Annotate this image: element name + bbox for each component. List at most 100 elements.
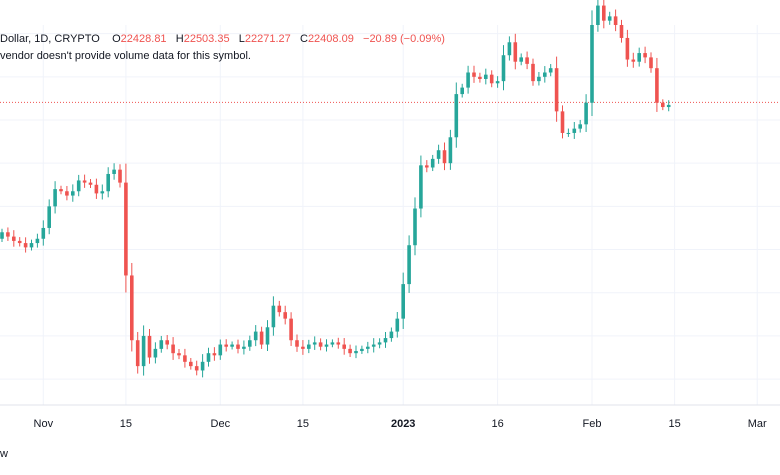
candle — [643, 46, 647, 64]
candle-body — [507, 42, 512, 56]
candle — [147, 329, 152, 364]
candle-body — [153, 348, 158, 358]
close-label: C — [299, 33, 308, 45]
candle-body — [460, 87, 464, 95]
candle — [29, 239, 34, 251]
candle-body — [484, 74, 488, 79]
candle — [100, 184, 105, 200]
candle-body — [531, 63, 535, 82]
candle-body — [94, 184, 99, 194]
candle-body — [330, 342, 335, 345]
x-tick-label: Nov — [34, 418, 54, 430]
candle-body — [354, 351, 358, 354]
ohlc-legend: Dollar, 1D, CRYPTO O22428.81 H22503.35 L… — [0, 33, 445, 45]
candle-body — [206, 353, 211, 362]
low-value: 22271.27 — [244, 33, 291, 45]
candle — [130, 262, 134, 352]
candle — [377, 338, 382, 349]
candle — [489, 70, 494, 88]
candle-body — [425, 165, 429, 168]
candle — [395, 311, 400, 338]
candle-body — [442, 150, 447, 164]
candle-body — [82, 180, 87, 183]
candle — [430, 154, 435, 172]
candle — [566, 128, 571, 137]
candle — [389, 327, 394, 342]
open-value: 22428.81 — [120, 33, 167, 45]
candle-body — [0, 232, 4, 239]
candle-body — [466, 72, 470, 88]
candle-body — [307, 344, 311, 349]
candle-body — [29, 243, 34, 248]
candle — [661, 99, 665, 111]
candle — [88, 179, 93, 188]
candle — [259, 326, 264, 349]
candle-body — [643, 53, 647, 58]
candle-body — [23, 243, 28, 248]
candle — [584, 94, 588, 133]
candle-body — [560, 111, 565, 133]
x-tick-label: 16 — [491, 418, 503, 430]
candle — [324, 339, 329, 352]
volume-notice: vendor doesn't provide volume data for t… — [0, 50, 251, 62]
candle — [47, 199, 51, 235]
candle — [330, 339, 335, 348]
candle-body — [71, 191, 75, 196]
candle — [312, 336, 317, 350]
candle — [76, 174, 81, 197]
candle-body — [336, 342, 341, 345]
candle — [0, 228, 4, 242]
candle — [295, 334, 299, 352]
candle-body — [584, 102, 588, 125]
candle-body — [289, 318, 293, 341]
symbol-name: Dollar, 1D, CRYPTO — [0, 33, 100, 45]
candle — [248, 335, 252, 351]
candle — [590, 10, 594, 116]
candle-body — [637, 53, 641, 62]
candle-body — [519, 57, 523, 62]
candle — [336, 337, 341, 349]
candle-body — [649, 57, 653, 69]
candle-body — [448, 137, 453, 164]
candle — [537, 71, 541, 86]
candle-body — [230, 344, 234, 347]
candle-body — [88, 182, 93, 185]
candle — [124, 163, 128, 293]
candle — [35, 233, 40, 248]
candle — [607, 11, 612, 25]
candle — [548, 64, 553, 77]
candle — [572, 121, 577, 139]
candle — [283, 305, 287, 325]
candle — [94, 178, 99, 199]
candle-body — [183, 355, 187, 362]
candle — [159, 335, 164, 353]
candle — [265, 320, 270, 351]
candle — [436, 144, 441, 164]
candles — [0, 0, 671, 378]
candle — [454, 82, 459, 148]
candle — [543, 66, 547, 83]
candle — [200, 354, 205, 378]
candle-body — [607, 16, 612, 21]
x-tick-label: Dec — [211, 418, 231, 430]
candle-body — [277, 305, 282, 313]
candle-body — [625, 37, 630, 60]
candle — [206, 347, 211, 367]
x-tick-label: 15 — [668, 418, 680, 430]
candle-body — [35, 238, 40, 244]
grid — [0, 25, 780, 405]
candle-body — [613, 16, 618, 25]
time-axis[interactable]: 7Nov15Dec15202316Feb15Mar — [0, 418, 767, 430]
candle-body — [525, 57, 529, 64]
candle — [554, 56, 559, 122]
candle — [407, 235, 411, 293]
candle — [631, 52, 636, 68]
candle — [230, 341, 234, 350]
candle — [596, 0, 600, 32]
candle — [289, 312, 293, 346]
candle — [366, 341, 370, 354]
candle-body — [413, 208, 417, 246]
candle — [613, 9, 618, 32]
